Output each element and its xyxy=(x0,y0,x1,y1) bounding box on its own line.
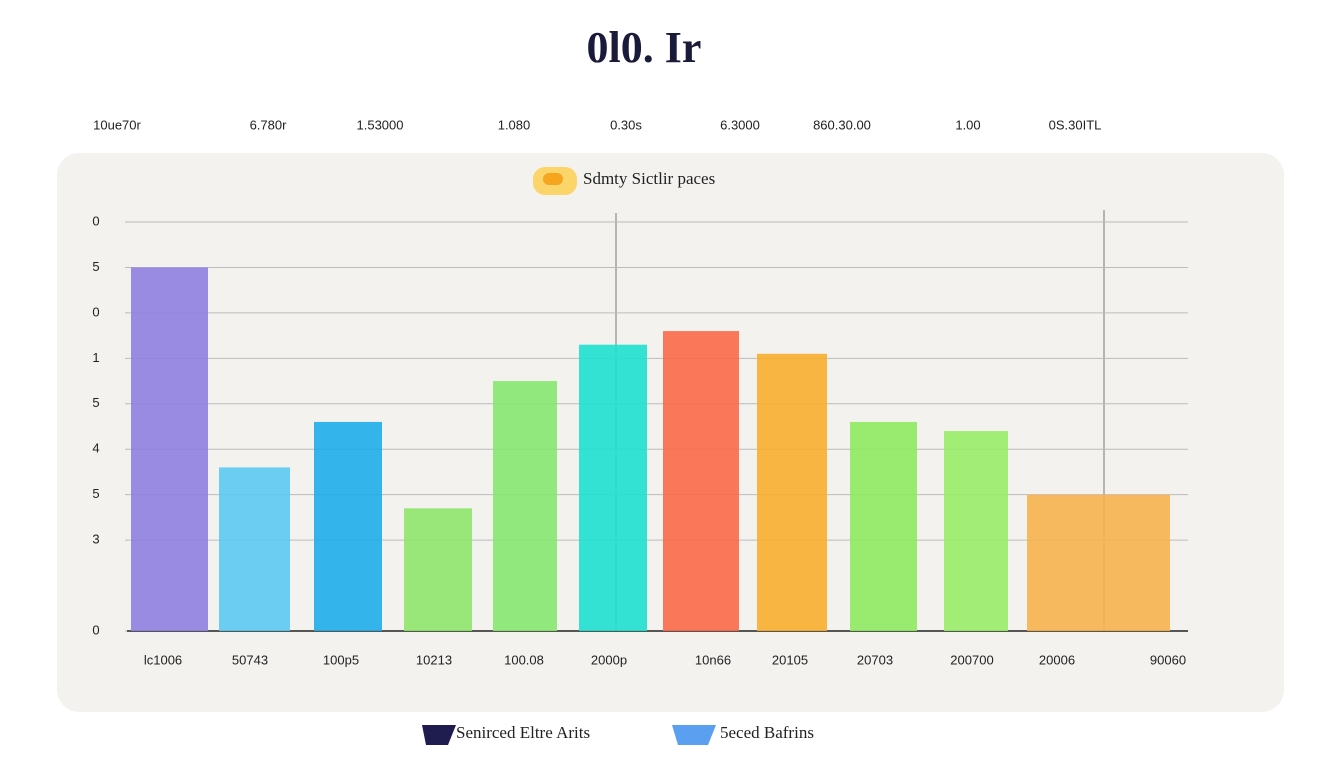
bar xyxy=(579,344,647,631)
y-tick-label: 1 xyxy=(92,350,99,365)
header-label: 1.53000 xyxy=(357,117,404,132)
x-tick-label: 90060 xyxy=(1150,652,1186,667)
legend-label: 5eced Bafrins xyxy=(720,723,814,742)
header-label: 1.080 xyxy=(498,117,531,132)
y-tick-label: 3 xyxy=(92,532,99,547)
bar xyxy=(404,508,472,631)
x-tick-label: 20006 xyxy=(1039,652,1075,667)
x-tick-label: 20105 xyxy=(772,652,808,667)
bar xyxy=(493,381,557,631)
bar xyxy=(1027,494,1170,631)
x-tick-label: 200700 xyxy=(950,652,993,667)
header-label: 0.30s xyxy=(610,117,642,132)
header-label: 10ue70r xyxy=(93,117,141,132)
x-tick-label: lc1006 xyxy=(144,652,182,667)
bar xyxy=(663,331,739,631)
header-label: 6.780r xyxy=(250,117,288,132)
bar xyxy=(131,267,208,631)
legend-label: Senirced Eltre Arits xyxy=(456,723,590,742)
y-tick-label: 0 xyxy=(92,622,99,637)
header-label: 6.3000 xyxy=(720,117,760,132)
series-label: Sdmty Sictlir paces xyxy=(583,169,715,188)
bar xyxy=(757,353,827,631)
x-tick-label: 2000p xyxy=(591,652,627,667)
y-tick-label: 0 xyxy=(92,304,99,319)
bar xyxy=(314,421,382,631)
y-tick-label: 5 xyxy=(92,486,99,501)
legend-icon xyxy=(422,725,456,745)
header-label: 860.30.00 xyxy=(813,117,871,132)
bar xyxy=(219,467,290,631)
legend-icon xyxy=(672,725,716,745)
x-tick-label: 50743 xyxy=(232,652,268,667)
x-tick-label: 10n66 xyxy=(695,652,731,667)
bar xyxy=(850,421,917,631)
bar xyxy=(944,431,1008,631)
y-tick-label: 4 xyxy=(92,441,99,456)
legend-icon xyxy=(543,173,563,185)
header-label: 1.00 xyxy=(955,117,980,132)
chart-title: 0l0. Ir xyxy=(587,23,702,72)
y-tick-label: 5 xyxy=(92,259,99,274)
x-tick-label: 100.08 xyxy=(504,652,544,667)
x-tick-label: 100p5 xyxy=(323,652,359,667)
x-tick-label: 10213 xyxy=(416,652,452,667)
y-tick-label: 0 xyxy=(92,213,99,228)
x-tick-label: 20703 xyxy=(857,652,893,667)
header-label: 0S.30ITL xyxy=(1049,117,1102,132)
y-tick-label: 5 xyxy=(92,395,99,410)
